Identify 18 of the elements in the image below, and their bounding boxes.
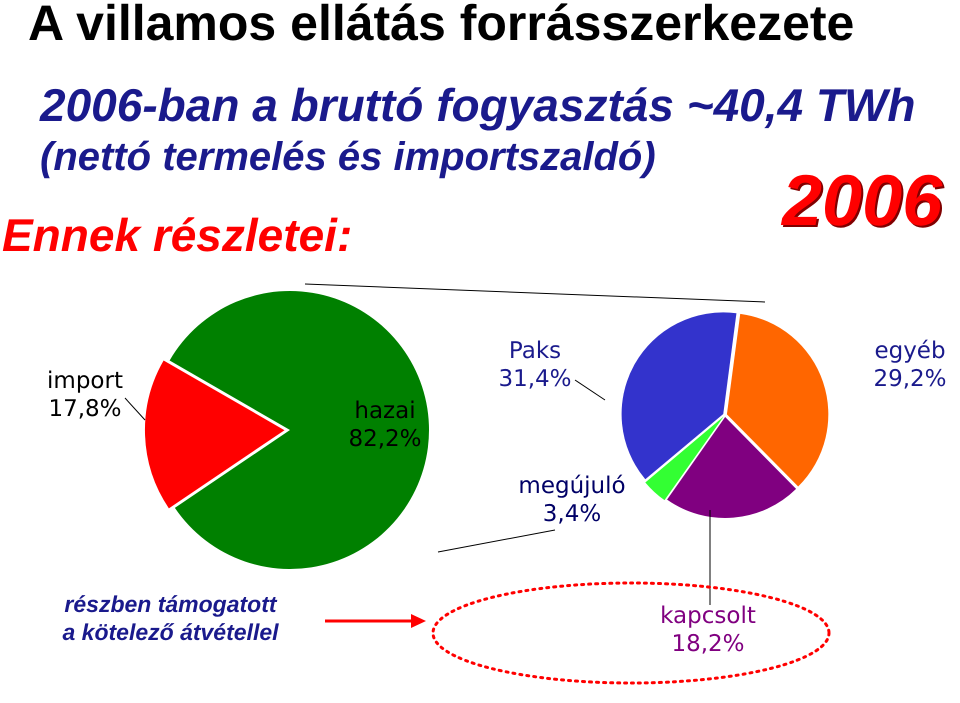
data-label: 82,2% bbox=[348, 426, 422, 452]
text: Ennek részletei: bbox=[2, 208, 352, 262]
text: 2006 bbox=[782, 160, 942, 242]
slice-label: egyéb bbox=[874, 338, 946, 364]
slice-label: import bbox=[47, 368, 123, 394]
slice-label: megújuló bbox=[518, 472, 626, 499]
data-label: 3,4% bbox=[542, 500, 602, 527]
slice-label: hazai bbox=[354, 398, 416, 424]
chart-title: A villamos ellátás forrásszerkezete bbox=[28, 0, 854, 52]
data-label: 29,2% bbox=[873, 366, 947, 392]
chart-subtitle: 2006-ban a bruttó fogyasztás ~40,4 TWh bbox=[40, 78, 916, 132]
data-label: 17,8% bbox=[48, 396, 122, 422]
slice-label: kapcsolt bbox=[660, 602, 756, 629]
data-label: 18,2% bbox=[671, 630, 745, 657]
data-label: 31,4% bbox=[498, 366, 572, 392]
text: részben támogatott a kötelező átvétellel bbox=[61, 590, 280, 646]
slice-label: Paks bbox=[508, 338, 562, 364]
text: (nettó termelés és importszaldó) bbox=[40, 135, 656, 180]
